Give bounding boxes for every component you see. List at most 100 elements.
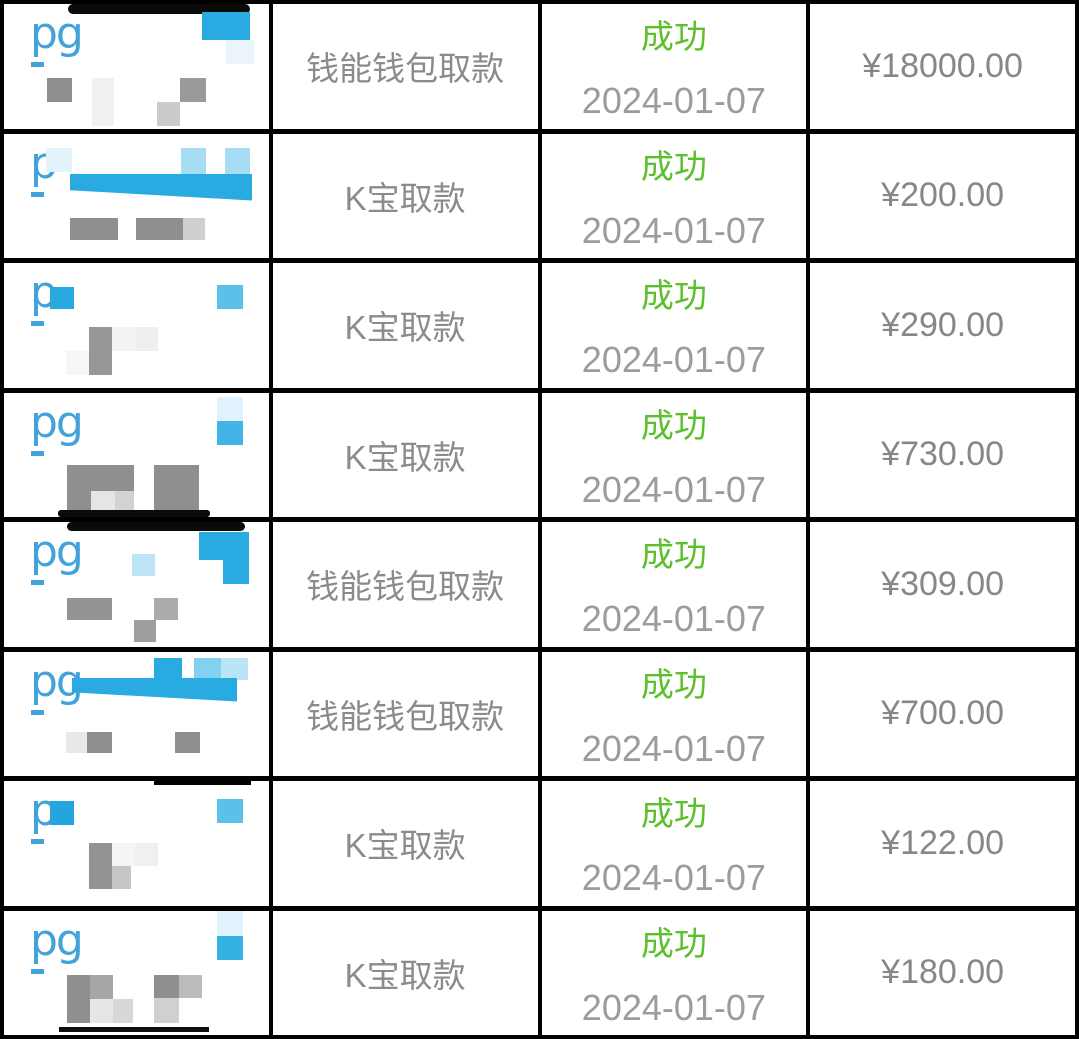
status-badge: 成功 <box>640 924 707 962</box>
redaction-block <box>217 910 243 936</box>
redaction-block <box>217 396 243 421</box>
redaction-block <box>31 580 44 585</box>
redaction-block <box>66 351 89 375</box>
redaction-block <box>58 509 210 517</box>
redaction-block <box>67 522 245 531</box>
redaction-block <box>202 12 250 40</box>
redaction-block <box>199 532 249 560</box>
redaction-block <box>225 147 250 174</box>
redaction-block <box>67 598 112 620</box>
status-badge: 成功 <box>640 147 707 185</box>
screenshot-thumbnail[interactable]: p <box>4 133 269 258</box>
redaction-block <box>59 1026 209 1032</box>
redaction-block <box>183 217 205 240</box>
redaction-block <box>50 287 74 309</box>
redaction-block <box>90 974 113 999</box>
pg-logo: pg <box>30 8 84 59</box>
transaction-date: 2024-01-07 <box>581 857 766 899</box>
redaction-block <box>89 843 112 889</box>
transaction-amount: ¥700.00 <box>810 651 1075 776</box>
screenshot-thumbnail[interactable]: pg <box>4 910 269 1035</box>
redaction-block <box>221 657 248 680</box>
transaction-type: K宝取款 <box>272 392 538 517</box>
redaction-block <box>68 4 250 14</box>
redaction-block <box>112 866 131 889</box>
redaction-block <box>92 78 114 126</box>
status-badge: 成功 <box>640 277 707 315</box>
redaction-block <box>180 78 206 102</box>
screenshot-thumbnail[interactable]: p <box>4 781 269 906</box>
redaction-block <box>135 327 158 351</box>
screenshot-thumbnail[interactable]: pg <box>4 522 269 647</box>
screenshot-thumbnail[interactable]: pg <box>4 651 269 776</box>
transaction-type: 钱能钱包取款 <box>272 651 538 776</box>
redaction-block <box>67 974 90 1023</box>
redaction-block <box>50 801 74 825</box>
redaction-block <box>113 998 133 1023</box>
redaction-block <box>179 974 202 998</box>
transaction-date: 2024-01-07 <box>581 727 766 769</box>
status-date-cell: 成功 2024-01-07 <box>541 4 807 129</box>
status-badge: 成功 <box>640 665 707 703</box>
transaction-date: 2024-01-07 <box>581 986 766 1028</box>
status-badge: 成功 <box>640 536 707 574</box>
redaction-block <box>31 321 44 326</box>
redaction-block <box>87 731 112 753</box>
pg-logo: pg <box>30 914 84 966</box>
redaction-block <box>91 490 115 513</box>
redaction-block <box>154 974 179 998</box>
transaction-amount: ¥200.00 <box>810 133 1075 258</box>
transaction-amount: ¥309.00 <box>810 522 1075 647</box>
redaction-block <box>154 781 251 785</box>
redaction-block <box>112 843 135 866</box>
status-badge: 成功 <box>640 795 707 833</box>
redaction-block <box>136 217 183 240</box>
redaction-block <box>226 40 254 64</box>
redaction-block <box>31 191 44 197</box>
redaction-block <box>194 657 221 680</box>
redaction-block <box>217 420 243 445</box>
redaction-block <box>175 731 200 753</box>
redaction-block <box>157 102 180 126</box>
redaction-block <box>67 490 91 513</box>
redaction-block <box>31 62 44 67</box>
redaction-block <box>90 998 113 1023</box>
redaction-block <box>154 997 179 1023</box>
transaction-amount: ¥18000.00 <box>810 4 1075 129</box>
redaction-block <box>67 464 134 491</box>
status-date-cell: 成功 2024-01-07 <box>541 910 807 1035</box>
transaction-type: K宝取款 <box>272 263 538 388</box>
status-date-cell: 成功 2024-01-07 <box>541 781 807 906</box>
redaction-block <box>46 147 72 172</box>
redaction-block <box>31 450 44 456</box>
transaction-date: 2024-01-07 <box>581 468 766 510</box>
transaction-type: K宝取款 <box>272 781 538 906</box>
transaction-date: 2024-01-07 <box>581 598 766 640</box>
screenshot-thumbnail[interactable]: pg <box>4 392 269 517</box>
status-badge: 成功 <box>640 406 707 444</box>
transaction-type: K宝取款 <box>272 133 538 258</box>
redaction-block <box>217 935 243 960</box>
screenshot-thumbnail[interactable]: pg <box>4 4 269 129</box>
redaction-block <box>135 843 158 866</box>
redaction-block <box>66 731 87 753</box>
transaction-type: K宝取款 <box>272 910 538 1035</box>
transaction-type: 钱能钱包取款 <box>272 522 538 647</box>
transaction-amount: ¥290.00 <box>810 263 1075 388</box>
redaction-block <box>89 327 112 375</box>
redaction-block <box>217 799 243 823</box>
redaction-block <box>112 327 135 351</box>
transaction-amount: ¥730.00 <box>810 392 1075 517</box>
transaction-amount: ¥180.00 <box>810 910 1075 1035</box>
status-date-cell: 成功 2024-01-07 <box>541 651 807 776</box>
screenshot-thumbnail[interactable]: p <box>4 263 269 388</box>
status-date-cell: 成功 2024-01-07 <box>541 133 807 258</box>
redaction-block <box>154 464 199 513</box>
redaction-block <box>70 173 252 201</box>
redaction-block <box>154 657 182 678</box>
redaction-block <box>223 560 249 584</box>
redaction-block <box>70 217 118 240</box>
redaction-block <box>31 968 44 974</box>
redaction-block <box>72 677 237 702</box>
redaction-block <box>47 78 72 102</box>
